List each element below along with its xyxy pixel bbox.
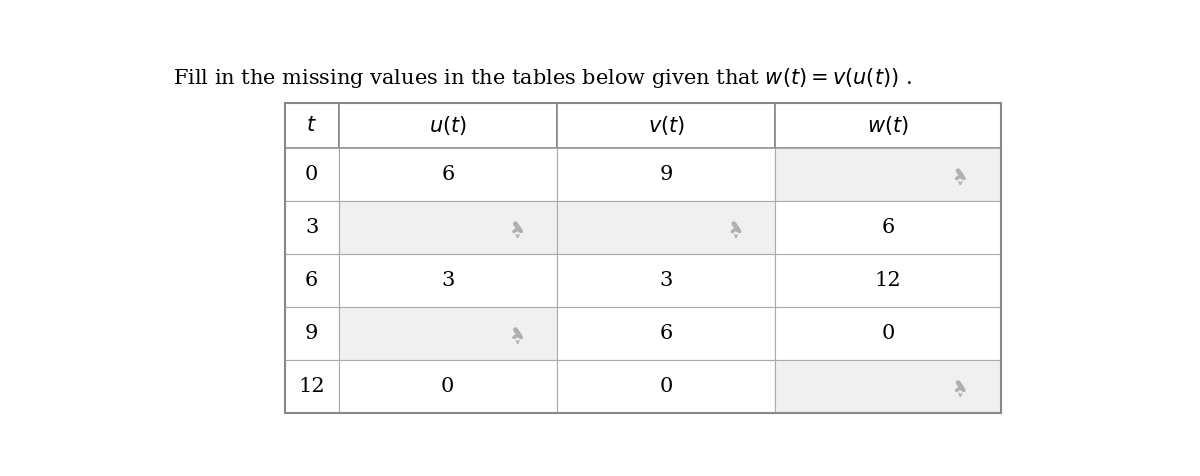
Bar <box>284 103 1001 413</box>
Bar <box>557 360 775 413</box>
Bar <box>284 201 338 254</box>
Bar <box>557 201 775 254</box>
Text: 3: 3 <box>442 271 455 290</box>
Bar <box>284 360 338 413</box>
Bar <box>284 103 338 148</box>
Bar <box>775 360 1001 413</box>
Bar <box>557 103 775 148</box>
Text: 9: 9 <box>305 324 318 343</box>
Bar <box>775 254 1001 307</box>
Text: 0: 0 <box>660 377 673 396</box>
Text: Fill in the missing values in the tables below given that $w(t) = v(u(t))$ .: Fill in the missing values in the tables… <box>173 66 912 90</box>
Bar <box>775 148 1001 201</box>
Bar <box>338 360 557 413</box>
Bar <box>284 307 338 360</box>
Text: 3: 3 <box>660 271 673 290</box>
Text: $w(t)$: $w(t)$ <box>868 114 910 137</box>
Text: 0: 0 <box>305 165 318 184</box>
Text: $u(t)$: $u(t)$ <box>428 114 467 137</box>
Bar <box>284 148 338 201</box>
Text: 0: 0 <box>882 324 895 343</box>
Bar <box>338 254 557 307</box>
Bar <box>775 103 1001 148</box>
Bar <box>775 201 1001 254</box>
Text: 9: 9 <box>660 165 673 184</box>
Bar <box>338 201 557 254</box>
Bar <box>557 148 775 201</box>
Text: 6: 6 <box>305 271 318 290</box>
Bar <box>338 148 557 201</box>
Text: 0: 0 <box>442 377 455 396</box>
Bar <box>338 307 557 360</box>
Bar <box>338 103 557 148</box>
Text: $v(t)$: $v(t)$ <box>648 114 685 137</box>
Text: $t$: $t$ <box>306 116 317 135</box>
Bar <box>557 254 775 307</box>
Text: 12: 12 <box>299 377 325 396</box>
Text: 6: 6 <box>442 165 455 184</box>
Text: 6: 6 <box>882 218 895 237</box>
Text: 3: 3 <box>305 218 318 237</box>
Text: 6: 6 <box>660 324 673 343</box>
Bar <box>284 254 338 307</box>
Bar <box>557 307 775 360</box>
Text: 12: 12 <box>875 271 901 290</box>
Bar <box>775 307 1001 360</box>
